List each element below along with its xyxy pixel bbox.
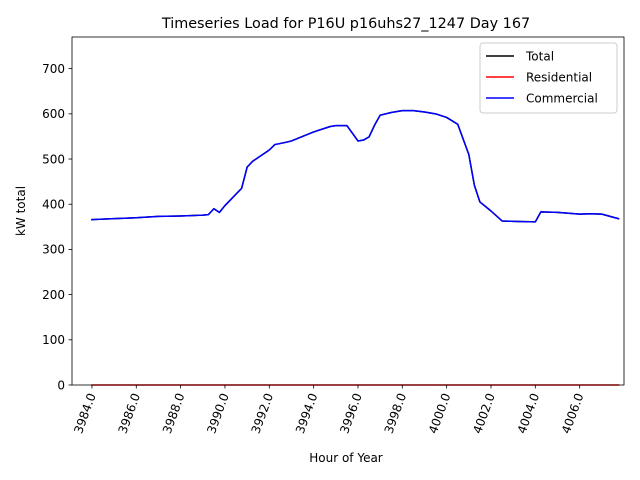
y-axis-label: kW total	[14, 186, 28, 236]
y-tick-label: 300	[42, 243, 65, 257]
y-tick-label: 100	[42, 333, 65, 347]
legend-label-residential: Residential	[526, 71, 592, 85]
legend-box	[479, 42, 618, 114]
y-tick-label: 700	[42, 62, 65, 76]
y-tick-label: 200	[42, 288, 65, 302]
x-axis-label: Hour of Year	[309, 451, 383, 465]
y-tick-label: 0	[57, 378, 65, 392]
plot-area-border	[71, 36, 625, 386]
y-axis-ticks: 0 100 200 300 400 500 600 700	[42, 62, 72, 392]
legend-label-commercial: Commercial	[526, 92, 598, 106]
y-tick-label: 400	[42, 198, 65, 212]
y-tick-label: 500	[42, 152, 65, 166]
legend-label-total: Total	[525, 50, 554, 64]
series-line-commercial	[91, 109, 620, 223]
legend: Total Residential Commercial	[479, 42, 618, 114]
axes-frame	[71, 36, 625, 386]
y-tick-label: 600	[42, 107, 65, 121]
chart-title: Timeseries Load for P16U p16uhs27_1247 D…	[161, 16, 530, 32]
